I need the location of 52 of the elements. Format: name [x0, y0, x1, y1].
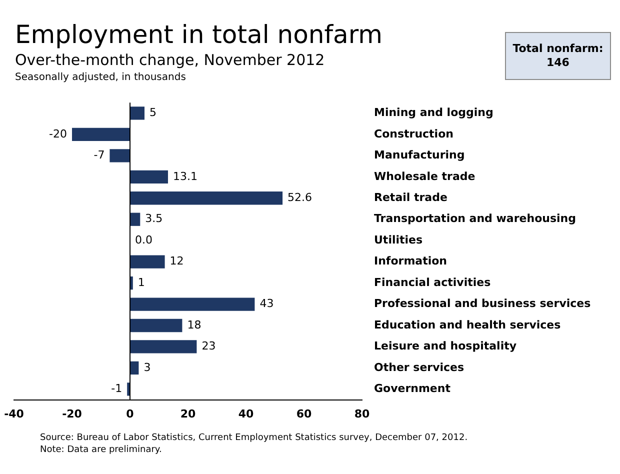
data-label: -20: [49, 127, 67, 140]
x-tick-label: 60: [296, 407, 312, 420]
y-tick-label: Transportation and warehousing: [374, 212, 576, 226]
y-tick-label: Information: [374, 254, 447, 268]
y-tick-label: Manufacturing: [374, 148, 465, 162]
data-label: 5: [150, 106, 156, 120]
y-tick-label: Education and health services: [374, 318, 562, 332]
y-tick-label: Leisure and hospitality: [374, 340, 517, 353]
x-tick-label: -20: [62, 407, 82, 420]
bar: [130, 106, 144, 120]
bar: [130, 192, 283, 205]
x-tick-label: 20: [180, 407, 196, 420]
text: Total nonfarm: 146: [505, 32, 611, 80]
data-label: 43: [260, 297, 274, 310]
data-label: 23: [202, 340, 216, 353]
data-label: -7: [94, 148, 105, 162]
data-label: 3: [144, 360, 151, 374]
data-label: 3.5: [145, 212, 163, 226]
chart-title: Employment in total nonfarm: [15, 20, 383, 49]
data-label: -1: [111, 382, 122, 396]
bar: [130, 170, 168, 184]
y-tick-label: Professional and business services: [374, 297, 592, 310]
y-tick-label: Other services: [374, 360, 465, 374]
bar: [130, 298, 255, 311]
x-tick-label: 40: [238, 407, 254, 420]
source-note: Source: Bureau of Labor Statistics, Current Employment Statistics survey, December 07, 2012.: [40, 432, 468, 444]
data-label: 52.6: [288, 190, 312, 204]
chart-subtitle: Over-the-month change, November 2012: [15, 51, 325, 69]
data-label: 1: [138, 276, 145, 289]
x-tick-label: 0: [126, 407, 134, 420]
bar: [110, 149, 130, 162]
bar: [130, 340, 197, 354]
y-tick-label: Wholesale trade: [374, 170, 476, 183]
x-tick-label: -40: [4, 407, 24, 420]
bar: [130, 212, 140, 226]
bar: [130, 255, 165, 268]
y-tick-label: Construction: [374, 127, 454, 140]
x-tick-label: 80: [354, 407, 370, 420]
y-tick-label: Financial activities: [374, 276, 492, 289]
text: Note: Data are preliminary.: [40, 444, 163, 456]
bar: [130, 318, 182, 332]
y-tick-label: Retail trade: [374, 190, 448, 204]
bar: [72, 128, 130, 142]
y-tick-label: Utilities: [374, 233, 423, 246]
data-label: 0.0: [135, 233, 152, 246]
data-label: 18: [187, 318, 202, 332]
bar: [130, 361, 139, 375]
data-label: 13.1: [172, 170, 198, 183]
y-tick-label: Mining and logging: [374, 106, 494, 120]
text: Seasonally adjusted, in thousands: [15, 72, 186, 83]
data-label: 12: [170, 254, 184, 268]
y-tick-label: Government: [374, 382, 450, 396]
